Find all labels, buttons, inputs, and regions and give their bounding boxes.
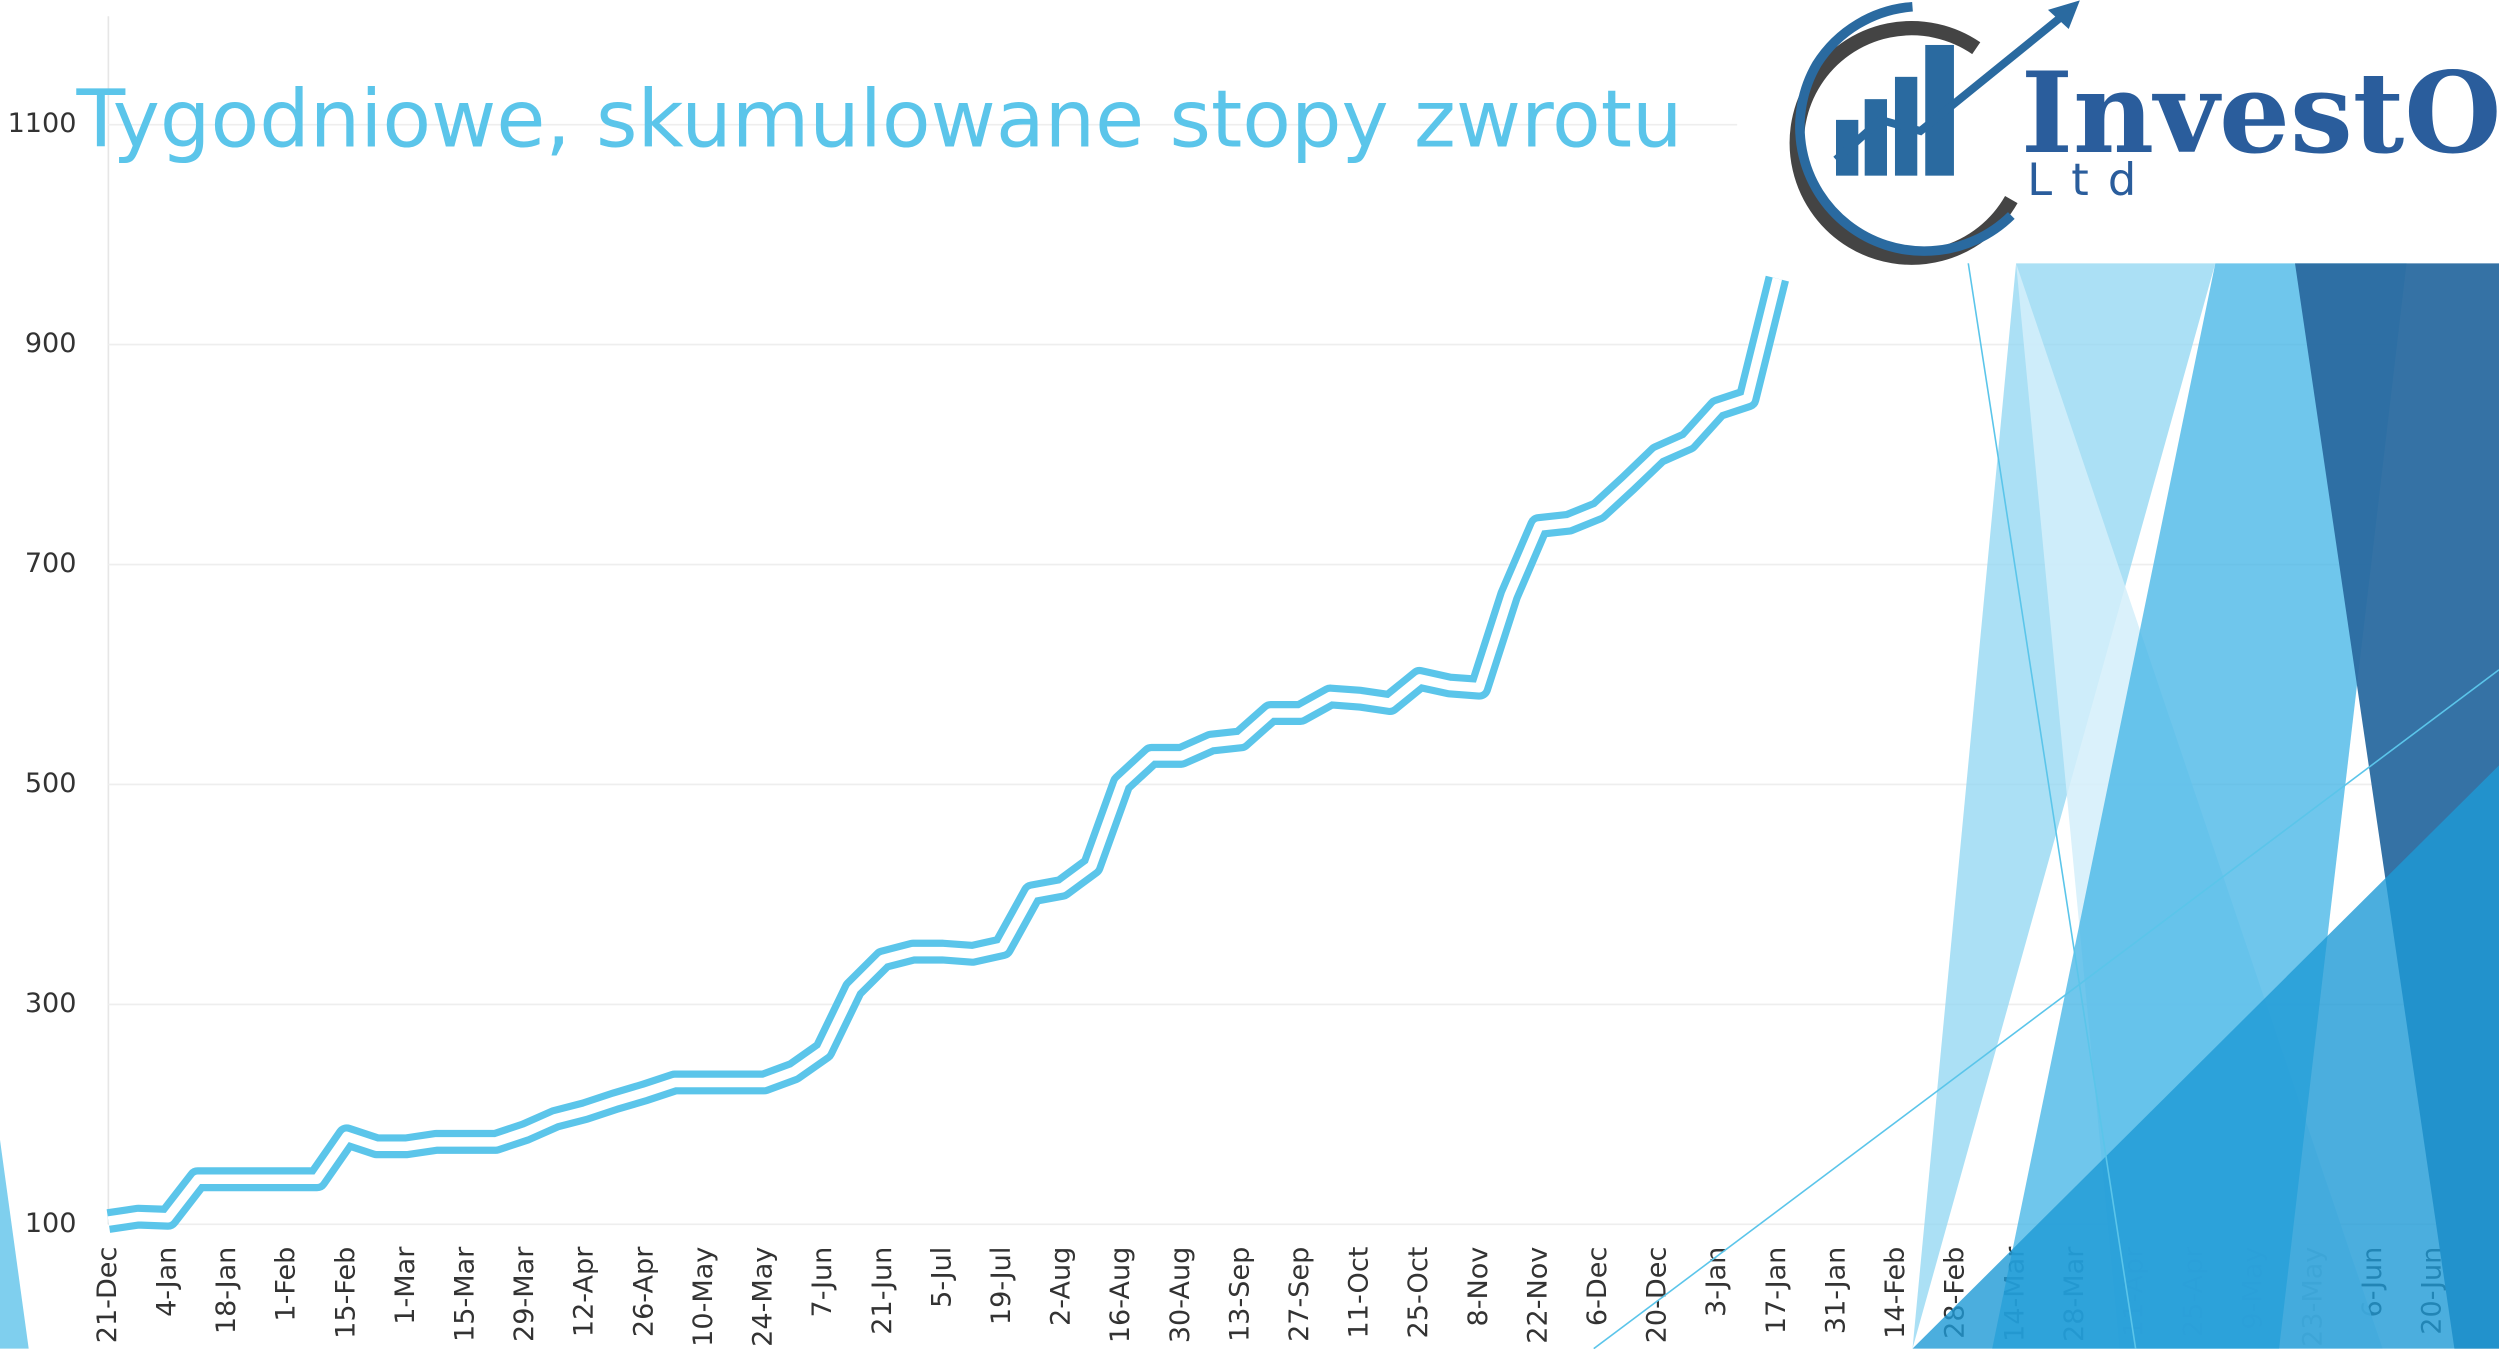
chart: 100 300 500 700 900 1100 21-Dec 4-Jan 18-Jan 1-Fe… xyxy=(0,0,2499,1349)
x-tick-label: 11-Oct xyxy=(1344,1247,1375,1339)
x-tick-label: 2-Aug xyxy=(1046,1247,1077,1326)
x-tick-label: 18-Jan xyxy=(211,1247,242,1334)
x-tick-label: 4-Jan xyxy=(151,1247,182,1317)
x-tick-label: 1-Feb xyxy=(271,1247,302,1322)
logo-suffix: Ltd xyxy=(2027,154,2155,206)
line xyxy=(108,279,1777,1221)
decor-shape xyxy=(0,1140,29,1349)
x-tick-label: 13-Sep xyxy=(1224,1247,1255,1342)
x-tick-label: 22-Nov xyxy=(1522,1247,1553,1344)
x-tick-label: 21-Jun xyxy=(867,1247,898,1335)
x-tick-label: 16-Aug xyxy=(1105,1247,1136,1344)
x-tick-label: 20-Dec xyxy=(1642,1247,1673,1344)
y-tick-label: 700 xyxy=(25,548,77,579)
x-tick-label: 8-Nov xyxy=(1463,1247,1494,1327)
x-tick-label: 5-Jul xyxy=(926,1247,957,1308)
x-tick-label: 25-Oct xyxy=(1403,1247,1434,1339)
x-tick-label: 14-Feb xyxy=(1880,1247,1911,1339)
y-tick-label: 1100 xyxy=(8,108,77,139)
x-tick-label: 12-Apr xyxy=(569,1246,600,1337)
x-tick-label: 6-Dec xyxy=(1582,1247,1613,1326)
x-tick-label: 24-May xyxy=(748,1247,779,1347)
x-tick-label: 15-Feb xyxy=(330,1247,361,1339)
x-tick-label: 7-Jun xyxy=(807,1247,838,1318)
y-tick-label: 300 xyxy=(25,988,77,1019)
x-tick-label: 29-Mar xyxy=(509,1246,540,1342)
x-tick-label: 17-Jan xyxy=(1761,1247,1792,1334)
y-tick-label: 100 xyxy=(25,1208,77,1239)
x-tick-label: 19-Jul xyxy=(986,1247,1017,1325)
plot xyxy=(108,279,1777,1221)
x-tick-label: 30-Aug xyxy=(1165,1247,1196,1344)
chart-title: Tygodniowe, skumulowane stopy zwrotu xyxy=(76,73,1683,166)
x-tick-label: 27-Sep xyxy=(1284,1247,1315,1342)
decoration xyxy=(0,263,2499,1348)
x-tick-label: 15-Mar xyxy=(450,1246,481,1342)
y-tick-label: 900 xyxy=(25,328,77,359)
x-tick-label: 10-May xyxy=(688,1247,719,1347)
logo-bar xyxy=(1865,99,1887,176)
y-tick-label: 500 xyxy=(25,768,77,799)
x-tick-label: 31-Jan xyxy=(1820,1247,1851,1334)
x-tick-label: 1-Mar xyxy=(390,1246,421,1325)
line-inner xyxy=(108,279,1777,1221)
x-tick-label: 26-Apr xyxy=(628,1246,659,1337)
x-tick-label: 21-Dec xyxy=(92,1247,123,1344)
